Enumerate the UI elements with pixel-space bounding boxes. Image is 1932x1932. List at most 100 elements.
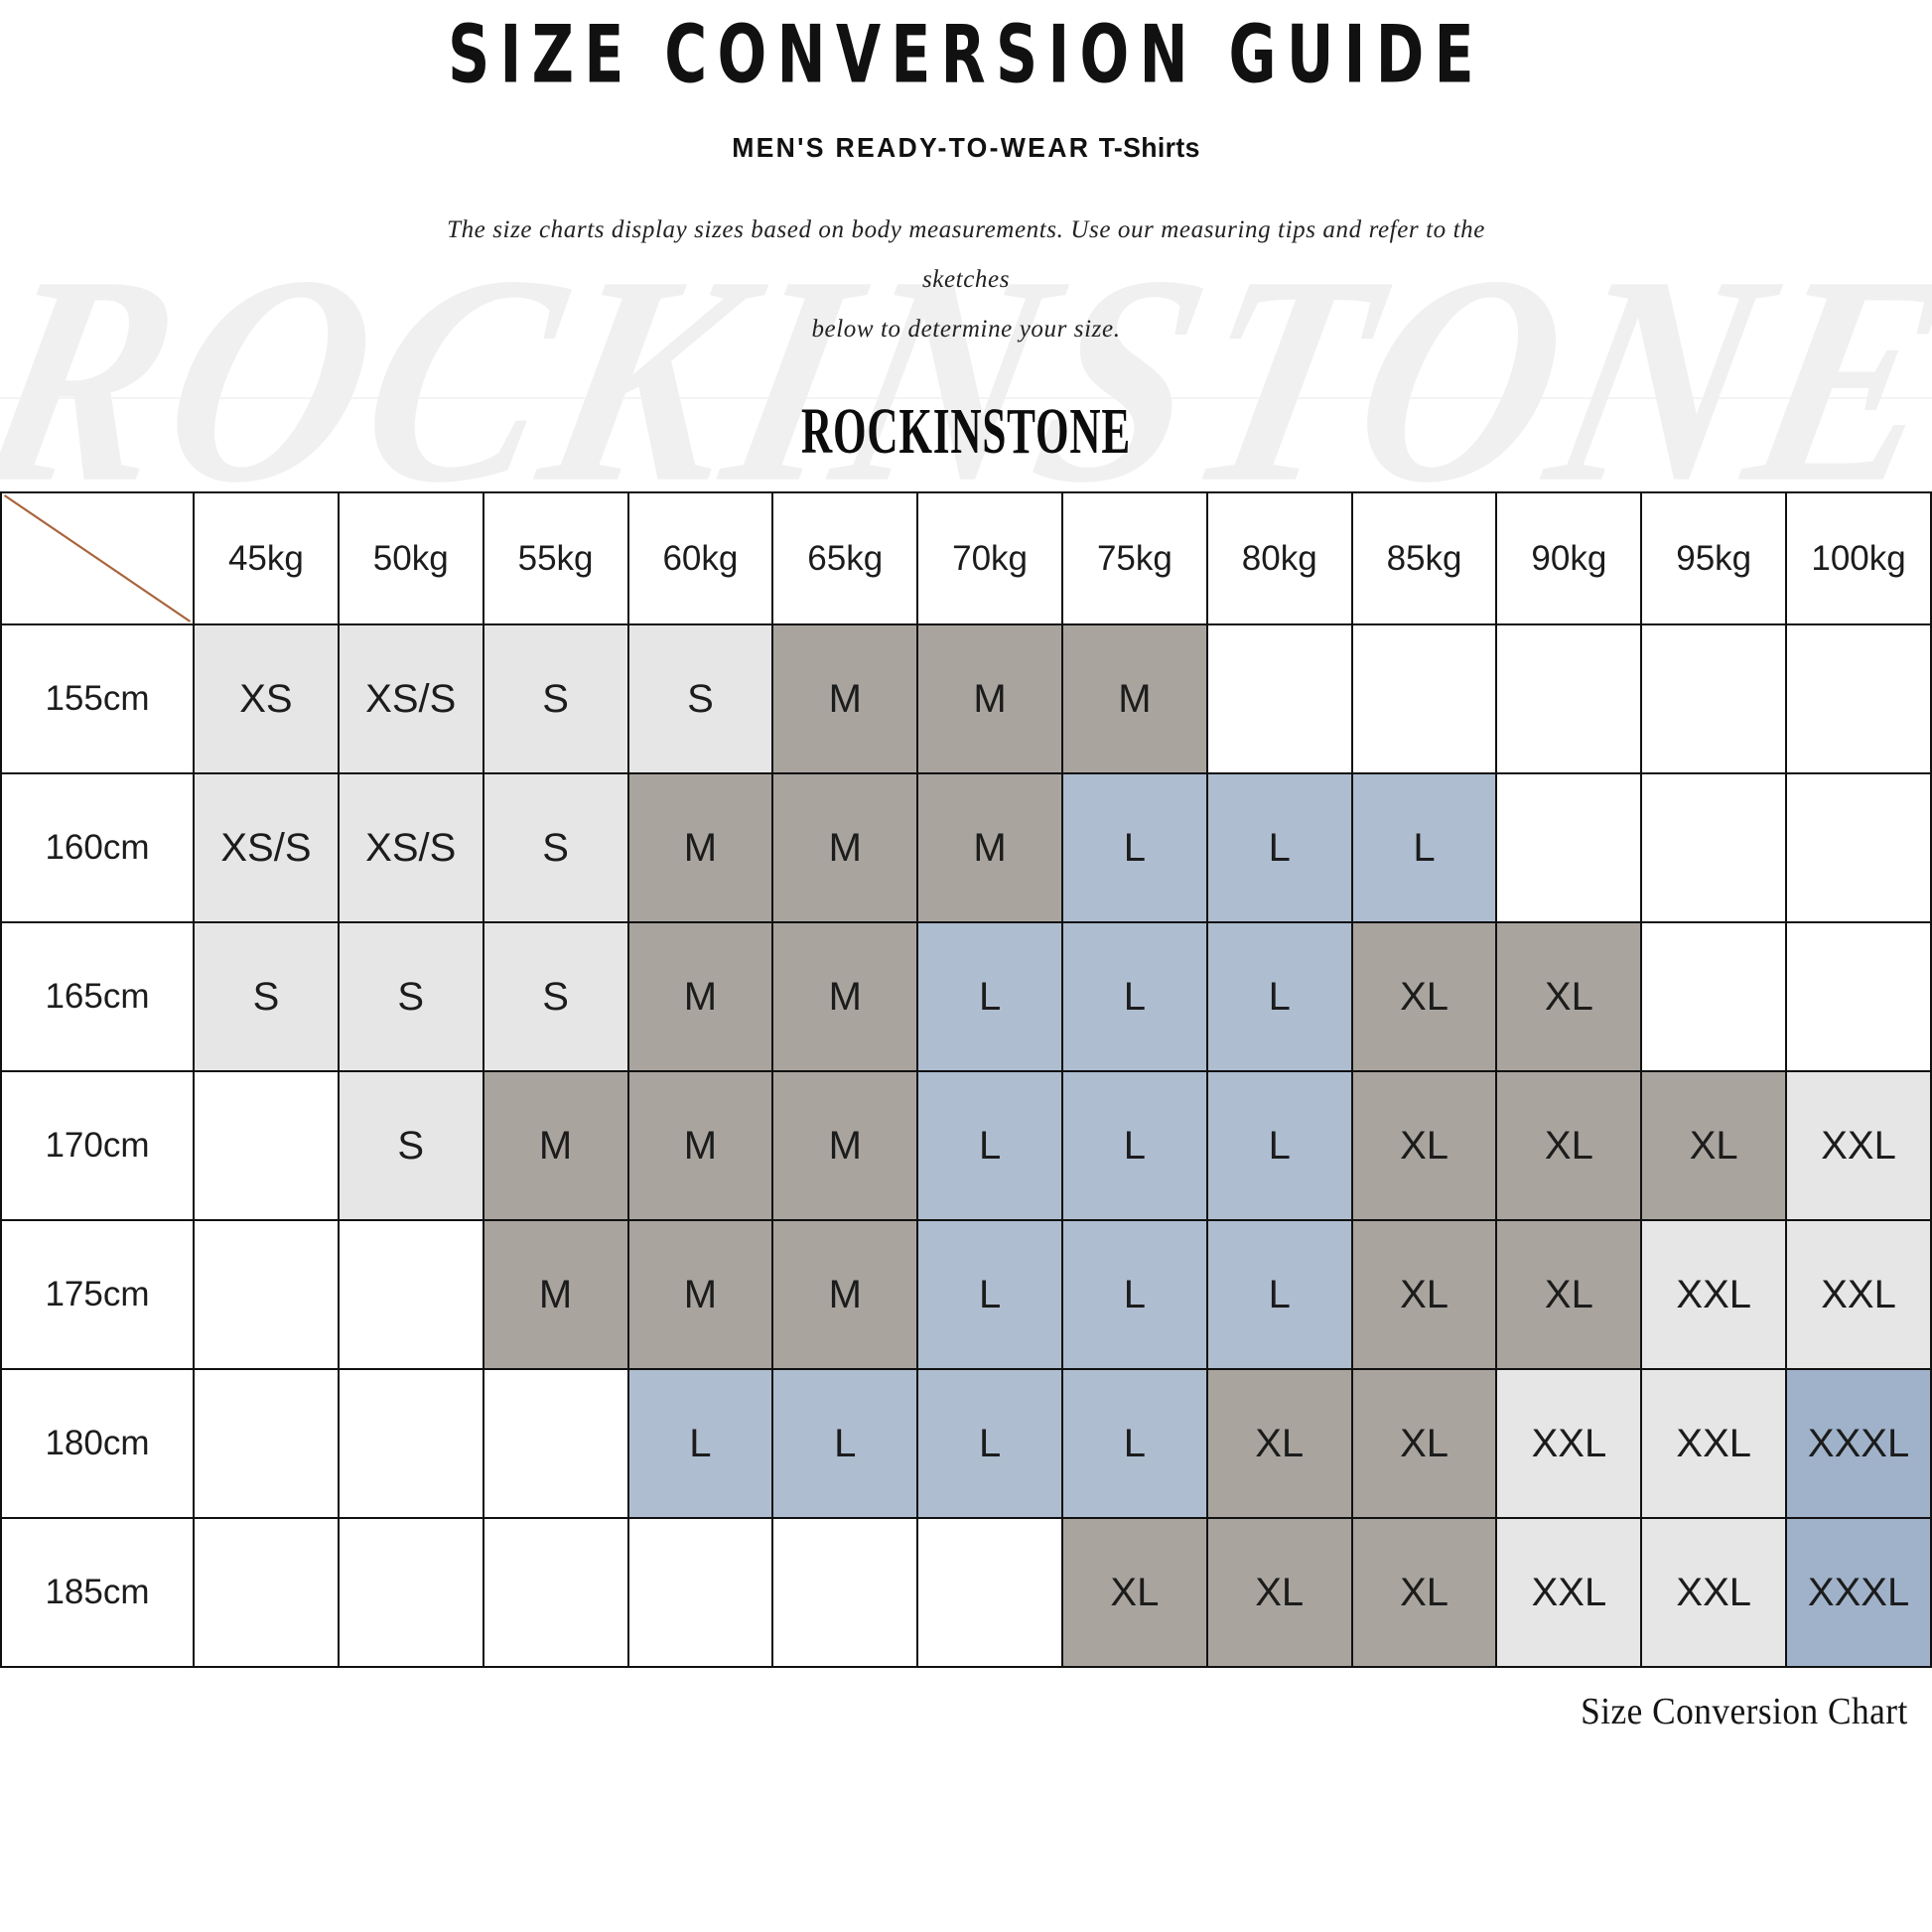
size-cell: XXL: [1640, 1517, 1788, 1669]
page-title: SIZE CONVERSION GUIDE: [448, 9, 1484, 102]
size-cell: XXL: [1640, 1219, 1788, 1371]
subtitle-category: MEN'S READY-TO-WEAR: [732, 132, 1091, 164]
size-cell: M: [1060, 623, 1208, 775]
size-cell: XS/S: [337, 772, 484, 924]
size-cell: XXL: [1785, 1070, 1932, 1222]
table-row: 180cm L L L L XL XL XXL XXL XXXL: [0, 1368, 1932, 1520]
description-line-2: below to determine your size.: [811, 316, 1121, 344]
subtitle-product: T-Shirts: [1098, 132, 1200, 164]
size-cell: [193, 1219, 340, 1371]
size-cell: [193, 1070, 340, 1222]
weight-header-100kg: 100kg: [1785, 491, 1932, 626]
size-cell: L: [1350, 772, 1498, 924]
size-cell: M: [626, 1070, 774, 1222]
size-cell: XS/S: [337, 623, 484, 775]
size-cell: XL: [1495, 1070, 1643, 1222]
size-cell: [1640, 772, 1788, 924]
size-cell: [1495, 772, 1643, 924]
size-cell: M: [482, 1219, 629, 1371]
size-cell: XL: [1350, 1368, 1498, 1520]
size-cell: L: [1205, 772, 1353, 924]
document-description: The size charts display sizes based on b…: [405, 164, 1527, 354]
table-row: 175cm M M M L L L XL XL XXL XXL: [0, 1219, 1932, 1371]
size-cell: XXL: [1495, 1368, 1643, 1520]
weight-header-85kg: 85kg: [1350, 491, 1498, 626]
size-cell: [1350, 623, 1498, 775]
table-corner-cell: [0, 491, 196, 626]
height-header-155cm: 155cm: [0, 623, 196, 775]
size-cell: [1205, 623, 1353, 775]
watermark-rule: [0, 397, 1932, 399]
size-cell: [1640, 623, 1788, 775]
size-cell: XL: [1350, 1517, 1498, 1669]
document-subtitle: MEN'S READY-TO-WEAR T-Shirts: [49, 82, 1884, 164]
size-cell: L: [1205, 921, 1353, 1073]
weight-header-50kg: 50kg: [337, 491, 484, 626]
size-cell: S: [337, 921, 484, 1073]
document-header: SIZE CONVERSION GUIDE MEN'S READY-TO-WEA…: [0, 0, 1932, 468]
brand-name: ROCKINSTONE: [800, 394, 1132, 468]
size-cell: L: [1060, 1368, 1208, 1520]
weight-header-95kg: 95kg: [1640, 491, 1788, 626]
size-cell: M: [771, 772, 919, 924]
size-cell: S: [482, 623, 629, 775]
size-cell: XXL: [1495, 1517, 1643, 1669]
weight-header-70kg: 70kg: [916, 491, 1063, 626]
table-row: 155cm XS XS/S S S M M M: [0, 623, 1932, 775]
table-row: 165cm S S S M M L L L XL XL: [0, 921, 1932, 1073]
size-cell: L: [916, 921, 1063, 1073]
diagonal-divider-icon: [3, 494, 192, 623]
size-cell: XXXL: [1785, 1517, 1932, 1669]
size-cell: [193, 1517, 340, 1669]
size-cell: XL: [1350, 921, 1498, 1073]
table-row: 160cm XS/S XS/S S M M M L L L: [0, 772, 1932, 924]
size-cell: M: [771, 1219, 919, 1371]
size-cell: M: [626, 921, 774, 1073]
size-cell: L: [916, 1368, 1063, 1520]
size-cell: M: [916, 623, 1063, 775]
weight-header-90kg: 90kg: [1495, 491, 1643, 626]
size-cell: L: [916, 1070, 1063, 1222]
size-cell: [916, 1517, 1063, 1669]
size-cell: [482, 1517, 629, 1669]
size-cell: S: [482, 772, 629, 924]
table-row: 170cm S M M M L L L XL XL XL XXL: [0, 1070, 1932, 1222]
table-row: 185cm XL XL XL XXL XXL XXXL: [0, 1517, 1932, 1669]
size-cell: XL: [1060, 1517, 1208, 1669]
size-cell: [193, 1368, 340, 1520]
size-cell: XL: [1350, 1219, 1498, 1371]
weight-header-45kg: 45kg: [193, 491, 340, 626]
size-cell: S: [193, 921, 340, 1073]
size-cell: XS/S: [193, 772, 340, 924]
size-cell: M: [482, 1070, 629, 1222]
size-cell: XXL: [1785, 1219, 1932, 1371]
size-cell: [626, 1517, 774, 1669]
table-header: 45kg 50kg 55kg 60kg 65kg 70kg 75kg 80kg 85kg 90kg…: [0, 491, 1932, 626]
size-cell: XS: [193, 623, 340, 775]
size-cell: [1495, 623, 1643, 775]
size-cell: [1785, 772, 1932, 924]
weight-header-55kg: 55kg: [482, 491, 629, 626]
size-cell: XL: [1205, 1368, 1353, 1520]
size-cell: M: [771, 623, 919, 775]
weight-header-75kg: 75kg: [1060, 491, 1208, 626]
size-cell: M: [626, 1219, 774, 1371]
size-cell: XL: [1495, 1219, 1643, 1371]
weight-header-80kg: 80kg: [1205, 491, 1353, 626]
size-cell: M: [771, 1070, 919, 1222]
size-conversion-table: 45kg 50kg 55kg 60kg 65kg 70kg 75kg 80kg 85kg 90kg…: [0, 491, 1932, 1669]
size-cell: L: [771, 1368, 919, 1520]
size-cell: [337, 1219, 484, 1371]
size-cell: S: [626, 623, 774, 775]
size-table-container: 45kg 50kg 55kg 60kg 65kg 70kg 75kg 80kg 85kg 90kg…: [0, 491, 1932, 1669]
size-cell: XL: [1205, 1517, 1353, 1669]
height-header-180cm: 180cm: [0, 1368, 196, 1520]
size-cell: S: [482, 921, 629, 1073]
size-cell: L: [1205, 1070, 1353, 1222]
size-cell: XL: [1640, 1070, 1788, 1222]
description-line-1: The size charts display sizes based on b…: [447, 216, 1485, 294]
size-cell: [1640, 921, 1788, 1073]
size-cell: XL: [1350, 1070, 1498, 1222]
weight-header-60kg: 60kg: [626, 491, 774, 626]
